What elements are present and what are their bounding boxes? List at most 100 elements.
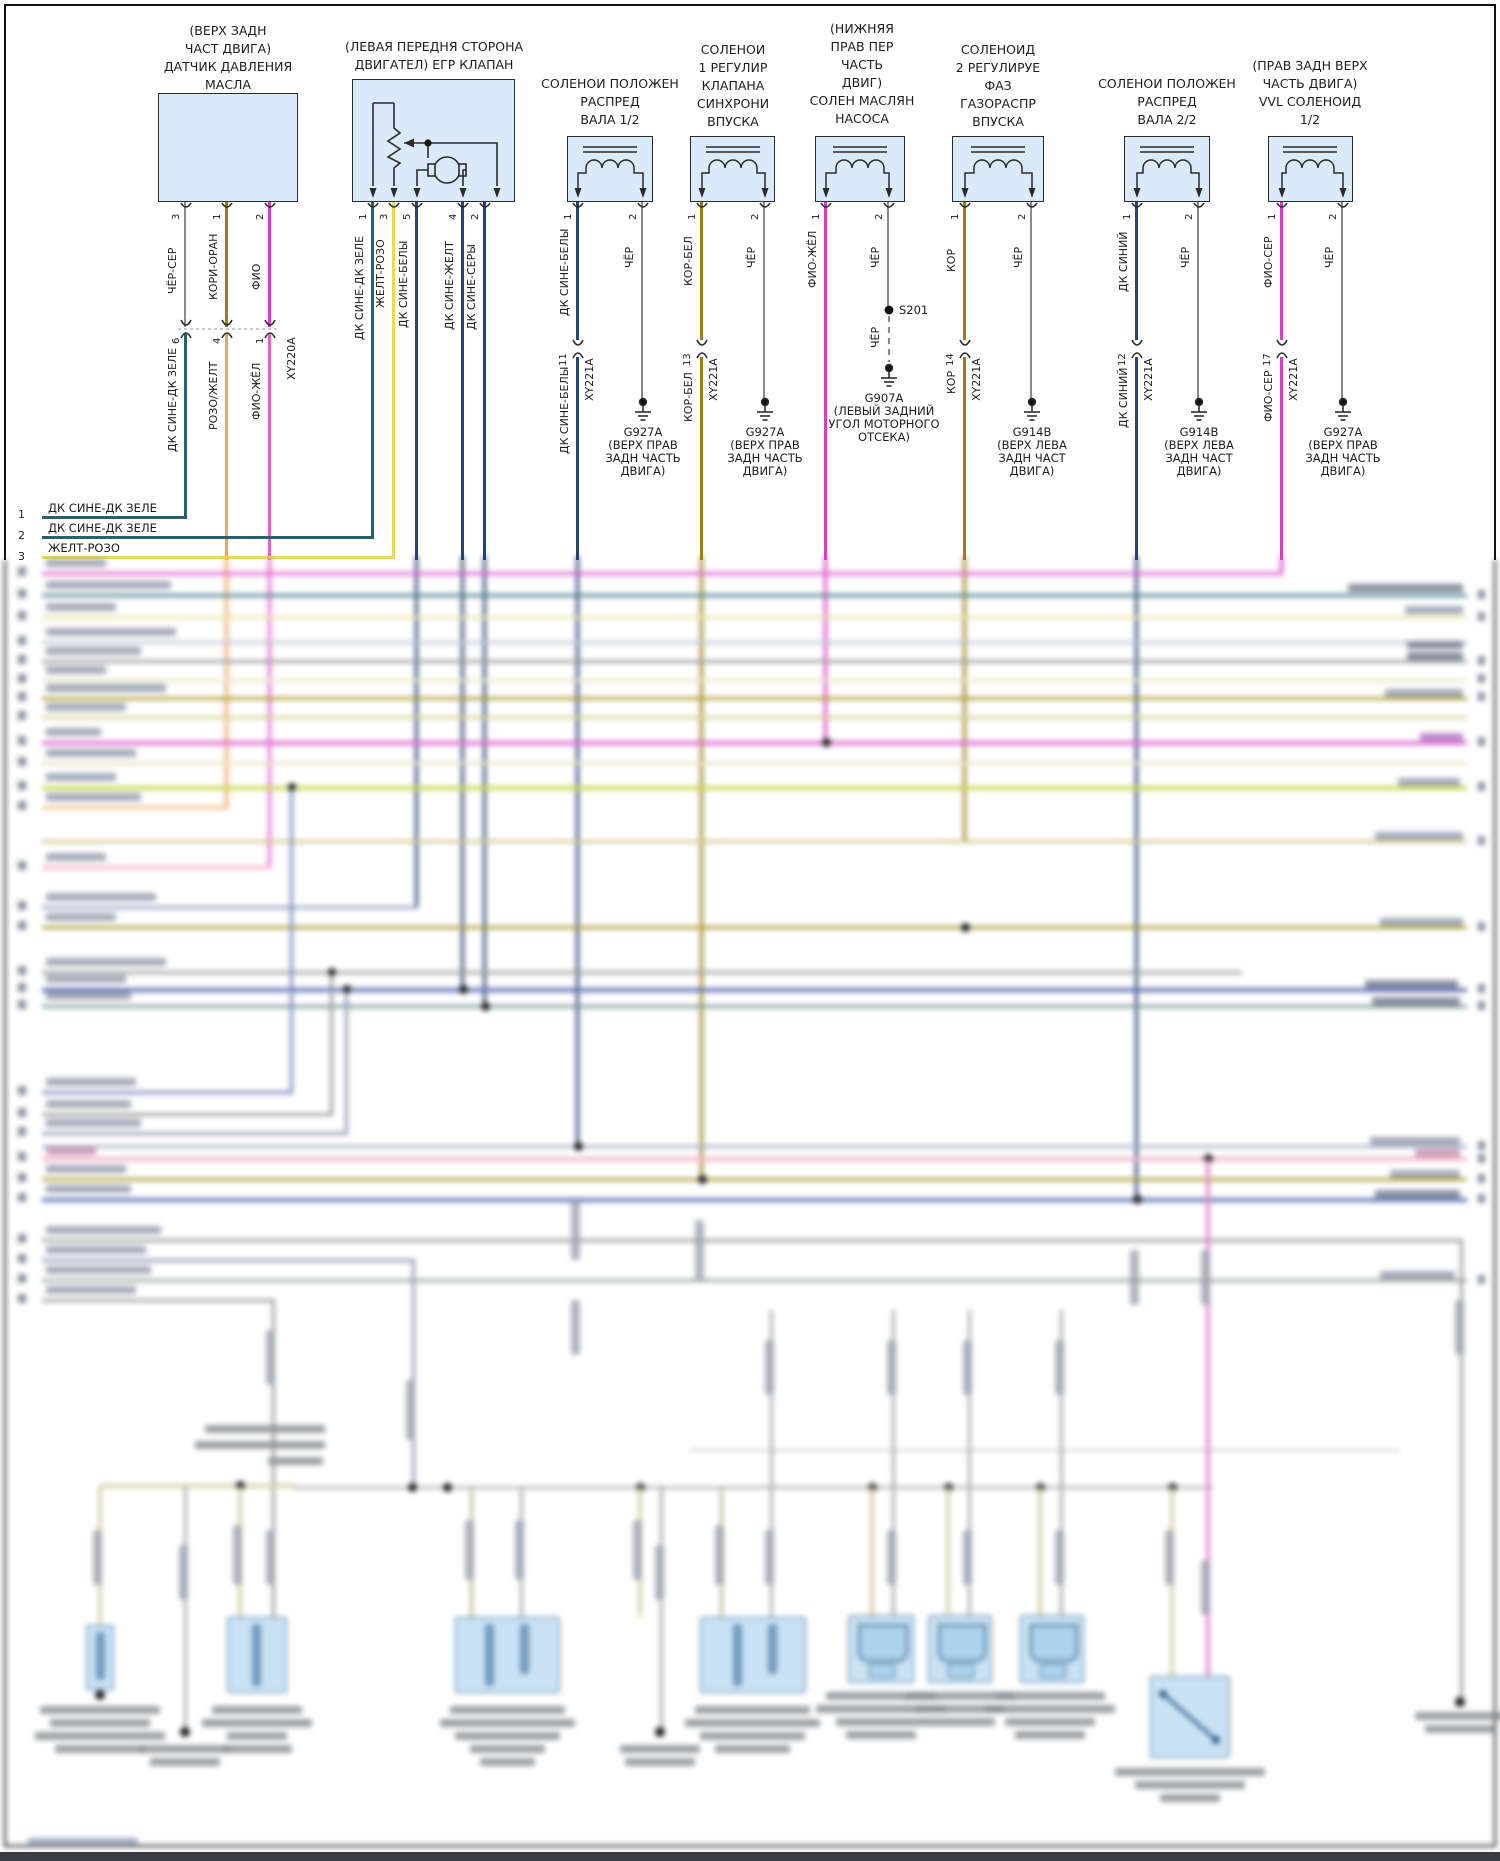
bottom-component bbox=[455, 1617, 560, 1693]
blurred-label bbox=[46, 603, 116, 611]
page-border-right-lower bbox=[1494, 560, 1496, 1847]
blurred-label bbox=[46, 992, 131, 1000]
junction-dot bbox=[481, 1002, 490, 1011]
blurred-label bbox=[46, 684, 166, 692]
c8-title: (ПРАВ ЗАДН ВЕРХ ЧАСТЬ ДВИГА) VVL СОЛЕНОИД 1… bbox=[1252, 58, 1368, 127]
blurred-row bbox=[42, 806, 229, 809]
junction-dot bbox=[698, 1175, 707, 1184]
blurred-row-number bbox=[1478, 1194, 1485, 1203]
blurred-row-number bbox=[1478, 737, 1485, 746]
blurred-label bbox=[685, 1719, 820, 1727]
wire-c3-pin1-up bbox=[576, 202, 579, 340]
blurred-label bbox=[1405, 606, 1463, 614]
junction-dot bbox=[236, 1481, 245, 1490]
blurred-row-number bbox=[18, 1173, 26, 1182]
blurred-row-number bbox=[18, 1086, 26, 1095]
blurred-wire bbox=[1135, 556, 1138, 1200]
blurred-wire bbox=[1280, 556, 1283, 575]
blurred-label bbox=[55, 1745, 145, 1753]
c3-ground-label: G927A (ВЕРХ ПРАВ ЗАДН ЧАСТЬ ДВИГА) bbox=[605, 425, 681, 478]
blurred-vertical-label bbox=[465, 1520, 474, 1580]
blurred-label bbox=[1135, 1781, 1245, 1789]
row2-wire bbox=[42, 536, 374, 539]
blurred-row bbox=[42, 1259, 415, 1262]
blurred-row bbox=[42, 1178, 1467, 1181]
blurred-label bbox=[46, 628, 176, 636]
wire-c3-pin2 bbox=[641, 202, 644, 400]
c3-title: СОЛЕНОИ ПОЛОЖЕН РАСПРЕД ВАЛА 1/2 bbox=[541, 76, 679, 127]
blurred-label bbox=[1415, 1149, 1460, 1157]
blurred-row bbox=[42, 926, 1467, 929]
blurred-label bbox=[620, 1745, 700, 1753]
blurred-row bbox=[42, 1279, 1467, 1282]
blurred-label bbox=[440, 1719, 575, 1727]
blurred-row-number bbox=[18, 1108, 26, 1117]
blurred-label bbox=[1115, 1768, 1265, 1776]
blurred-row bbox=[42, 697, 1467, 700]
watermark bbox=[28, 1838, 138, 1844]
blurred-label bbox=[470, 1745, 545, 1753]
blurred-vertical-label bbox=[1201, 1250, 1210, 1305]
blurred-label bbox=[140, 1745, 230, 1753]
wire-c5-pin1 bbox=[824, 202, 827, 560]
blurred-wire bbox=[892, 1310, 895, 1615]
blurred-row bbox=[42, 1299, 275, 1302]
junction-dot bbox=[288, 783, 296, 791]
blurred-wire bbox=[1060, 1310, 1063, 1615]
row2-number: 2 bbox=[18, 529, 25, 542]
blurred-row-number bbox=[18, 674, 26, 683]
blurred-row bbox=[42, 641, 1467, 644]
blurred-label bbox=[1415, 1712, 1500, 1720]
blurred-wire bbox=[824, 556, 827, 744]
blurred-label bbox=[46, 1147, 96, 1155]
blurred-row-number bbox=[1478, 836, 1485, 845]
wire-egr-pin3 bbox=[392, 202, 395, 558]
blurred-row bbox=[42, 572, 1283, 575]
blurred-label bbox=[1375, 1190, 1460, 1198]
blurred-vertical-label bbox=[963, 1340, 972, 1395]
blurred-row-number bbox=[18, 692, 26, 701]
blurred-row bbox=[42, 1132, 348, 1135]
blurred-row-number bbox=[1478, 782, 1485, 791]
blurred-label bbox=[195, 1441, 325, 1449]
junction-dot bbox=[822, 738, 831, 747]
blurred-label bbox=[1015, 1731, 1085, 1739]
blurred-row bbox=[42, 866, 271, 869]
blurred-row bbox=[42, 906, 418, 909]
blurred-row-number bbox=[1478, 612, 1485, 621]
blurred-label bbox=[700, 1732, 805, 1740]
blurred-row bbox=[42, 840, 1467, 843]
blurred-label bbox=[46, 647, 141, 655]
wire-fio bbox=[268, 202, 271, 327]
wire-c4-pin1-up bbox=[700, 202, 703, 340]
blurred-vertical-label bbox=[1165, 1530, 1174, 1585]
blurred-wire bbox=[330, 971, 333, 1116]
blurred-label bbox=[1425, 1725, 1495, 1733]
blurred-vertical-label bbox=[765, 1530, 774, 1585]
blurred-row-number bbox=[18, 781, 26, 790]
c4-title: СОЛЕНОИ 1 РЕГУЛИР КЛАПАНА СИНХРОНИ ВПУСКА bbox=[696, 42, 770, 129]
blurred-label bbox=[1380, 918, 1463, 926]
c8-ground-label: G927A (ВЕРХ ПРАВ ЗАДН ЧАСТЬ ДВИГА) bbox=[1305, 425, 1381, 478]
blurred-label bbox=[826, 1692, 936, 1700]
junction-dot bbox=[961, 923, 970, 932]
blurred-row-number bbox=[18, 901, 26, 910]
blurred-box-text bbox=[252, 1624, 261, 1686]
blurred-row bbox=[42, 1239, 1463, 1242]
blurred-vertical-label bbox=[695, 1220, 704, 1280]
wire-c6-pin2 bbox=[1030, 202, 1033, 400]
blurred-wire bbox=[415, 556, 418, 908]
blurred-label bbox=[1370, 1137, 1460, 1145]
junction-dot bbox=[408, 1483, 417, 1492]
wire-c4-pin2 bbox=[763, 202, 766, 400]
blurred-label bbox=[46, 1246, 146, 1254]
c6-title: СОЛЕНОИД 2 РЕГУЛИРУЕ ФАЗ ГАЗОРАСПР ВПУСКА bbox=[955, 42, 1041, 129]
blurred-label bbox=[816, 1705, 946, 1713]
blurred-row bbox=[42, 971, 1242, 974]
component-cam-solenoid-1 bbox=[567, 136, 653, 202]
blurred-row-number bbox=[1478, 1154, 1485, 1163]
blurred-vertical-label bbox=[1455, 1300, 1464, 1355]
blurred-label bbox=[46, 1165, 126, 1173]
